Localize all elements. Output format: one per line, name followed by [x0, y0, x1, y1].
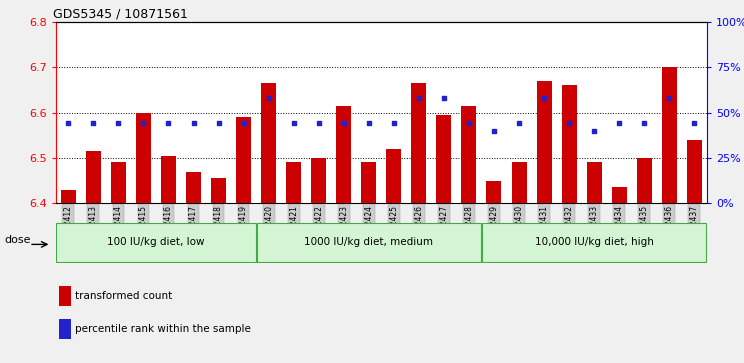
Bar	[59, 319, 71, 339]
Text: 100 IU/kg diet, low: 100 IU/kg diet, low	[107, 237, 205, 247]
Point	[638, 121, 650, 126]
Point	[363, 121, 375, 126]
Point	[312, 121, 324, 126]
Point	[187, 121, 199, 126]
Text: percentile rank within the sample: percentile rank within the sample	[75, 324, 251, 334]
Bar	[661, 67, 677, 203]
Text: 1000 IU/kg diet, medium: 1000 IU/kg diet, medium	[304, 237, 433, 247]
Point	[263, 95, 275, 101]
Bar	[211, 178, 226, 203]
Point	[463, 121, 475, 126]
Bar	[612, 187, 626, 203]
Point	[413, 95, 425, 101]
Bar	[111, 163, 126, 203]
Text: dose: dose	[4, 235, 31, 245]
Point	[288, 121, 300, 126]
Bar	[236, 117, 251, 203]
Bar	[311, 158, 326, 203]
Bar	[261, 83, 276, 203]
Point	[87, 121, 99, 126]
Point	[688, 121, 700, 126]
Bar	[161, 156, 176, 203]
Bar	[286, 163, 301, 203]
Point	[138, 121, 150, 126]
Bar	[512, 163, 527, 203]
Point	[589, 128, 600, 134]
Bar	[536, 81, 551, 203]
Bar	[57, 223, 256, 261]
Point	[613, 121, 625, 126]
Point	[112, 121, 124, 126]
Point	[237, 121, 249, 126]
Bar	[336, 106, 351, 203]
Bar	[487, 181, 501, 203]
Text: 10,000 IU/kg diet, high: 10,000 IU/kg diet, high	[535, 237, 653, 247]
Bar	[586, 163, 602, 203]
Point	[338, 121, 350, 126]
Bar	[257, 223, 481, 261]
Bar	[362, 163, 376, 203]
Text: transformed count: transformed count	[75, 291, 173, 301]
Bar	[637, 158, 652, 203]
Bar	[562, 85, 577, 203]
Bar	[61, 190, 76, 203]
Point	[438, 95, 450, 101]
Bar	[482, 223, 706, 261]
Bar	[386, 149, 401, 203]
Bar	[687, 140, 702, 203]
Bar	[461, 106, 476, 203]
Bar	[59, 286, 71, 306]
Bar	[136, 113, 151, 203]
Point	[513, 121, 525, 126]
Point	[664, 95, 676, 101]
Bar	[86, 151, 101, 203]
Point	[162, 121, 174, 126]
Text: GDS5345 / 10871561: GDS5345 / 10871561	[53, 8, 187, 21]
Point	[213, 121, 225, 126]
Point	[538, 95, 550, 101]
Bar	[437, 115, 452, 203]
Point	[388, 121, 400, 126]
Point	[62, 121, 74, 126]
Bar	[186, 172, 201, 203]
Bar	[411, 83, 426, 203]
Point	[488, 128, 500, 134]
Point	[563, 121, 575, 126]
